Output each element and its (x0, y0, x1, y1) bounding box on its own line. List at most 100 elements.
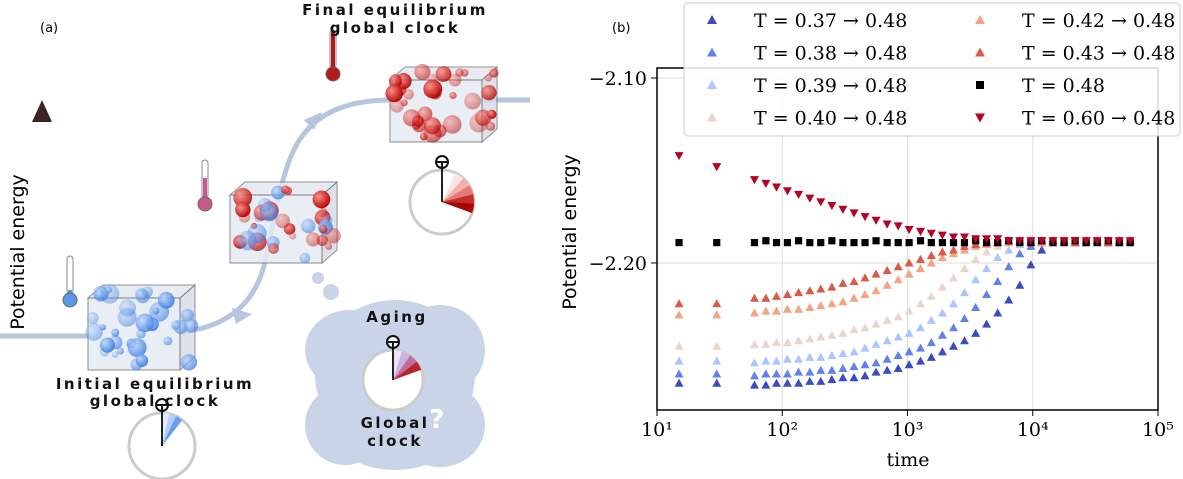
thermometer-bulb (63, 293, 77, 307)
legend-label: T = 0.38 → 0.48 (754, 43, 907, 65)
panel-label: (b) (612, 21, 630, 36)
particle (301, 219, 316, 234)
particle (171, 320, 181, 330)
particle (481, 85, 496, 100)
particle (306, 232, 320, 246)
particle (136, 354, 148, 366)
particle (436, 66, 452, 82)
marker (806, 239, 813, 246)
particle (135, 288, 148, 301)
clock (129, 399, 195, 479)
thermometer-level (331, 32, 335, 68)
diagram-text: Aging (366, 308, 427, 326)
thermometer (326, 30, 340, 81)
thermometer (63, 256, 77, 307)
marker (939, 239, 946, 246)
y-axis-label: Potential energy (559, 154, 581, 309)
particle (163, 336, 172, 345)
marker (773, 239, 780, 246)
particle (300, 253, 311, 264)
legend-label: T = 0.37 → 0.48 (754, 10, 907, 32)
chart: (b) Potential energy time 10¹ 10² 10³ 10⁴ 10… (559, 3, 1180, 471)
particle (235, 202, 250, 217)
marker (906, 239, 913, 246)
marker (784, 239, 791, 246)
particle (487, 110, 496, 119)
marker (861, 239, 868, 246)
legend-label: T = 0.39 → 0.48 (754, 75, 907, 97)
thermometer-bulb (198, 197, 212, 211)
particle (112, 352, 119, 359)
path-arrow (232, 308, 252, 324)
thermometer-tube (67, 256, 73, 294)
x-tick-label: 10⁵ (1142, 419, 1174, 441)
particle (403, 109, 420, 126)
marker (917, 237, 924, 244)
panel-label: (a) (40, 21, 58, 36)
y-tick-label: −2.10 (589, 68, 647, 90)
diagram-text: clock (367, 432, 423, 450)
marker (895, 239, 902, 246)
particle (489, 68, 498, 77)
particle (258, 198, 272, 212)
diagram-text: Initial equilibrium (56, 375, 254, 393)
cube (230, 182, 341, 263)
particle (424, 117, 441, 134)
particle (95, 290, 105, 300)
particle (158, 292, 175, 309)
legend-label: T = 0.48 (1022, 75, 1105, 97)
legend-label: T = 0.42 → 0.48 (1022, 10, 1175, 32)
x-tick-label: 10⁴ (1017, 419, 1049, 441)
marker (872, 237, 879, 244)
axis-label: Potential energy (7, 174, 29, 329)
diagram-text: Global (361, 414, 430, 432)
marker (817, 239, 824, 246)
thermometer (198, 160, 212, 211)
particle (136, 314, 155, 333)
diagram: (a) Potential energy Final equilibriumgl… (0, 1, 530, 479)
particle (111, 329, 119, 337)
marker (762, 237, 769, 244)
marker (884, 239, 891, 246)
particle (105, 286, 112, 293)
diagram-text: ? (429, 405, 447, 435)
thermometer-level (203, 178, 207, 198)
particle (318, 208, 327, 217)
particle (403, 89, 414, 100)
particle (268, 243, 279, 254)
particle (184, 318, 198, 332)
particle (128, 338, 147, 357)
particle (181, 354, 197, 370)
particle (464, 93, 481, 110)
legend: T = 0.37 → 0.48 T = 0.38 → 0.48 T = 0.39 →… (684, 3, 1180, 136)
particle (119, 299, 136, 316)
marker (713, 239, 720, 246)
legend-label: T = 0.43 → 0.48 (1022, 43, 1175, 65)
x-tick-label: 10¹ (641, 419, 673, 441)
particle (238, 231, 258, 251)
marker (675, 239, 682, 246)
y-tick-label: −2.20 (589, 253, 647, 275)
diagram-text: global clock (90, 392, 221, 410)
marker (976, 81, 984, 89)
cube (85, 284, 198, 370)
particle (325, 243, 332, 250)
particle (486, 122, 495, 131)
particle (100, 338, 115, 353)
particle (87, 312, 99, 324)
marker (850, 239, 857, 246)
marker (828, 237, 835, 244)
cube (385, 64, 498, 143)
marker (928, 239, 935, 246)
marker (839, 239, 846, 246)
x-tick-label: 10³ (892, 419, 924, 441)
particle (275, 214, 290, 229)
thermometer-bulb (326, 67, 340, 81)
x-tick-label: 10² (766, 419, 798, 441)
legend-label: T = 0.40 → 0.48 (754, 108, 907, 130)
particle (449, 92, 456, 99)
particle (325, 228, 340, 243)
x-axis-label: time (887, 449, 930, 471)
marker (751, 239, 758, 246)
particle (100, 324, 106, 330)
